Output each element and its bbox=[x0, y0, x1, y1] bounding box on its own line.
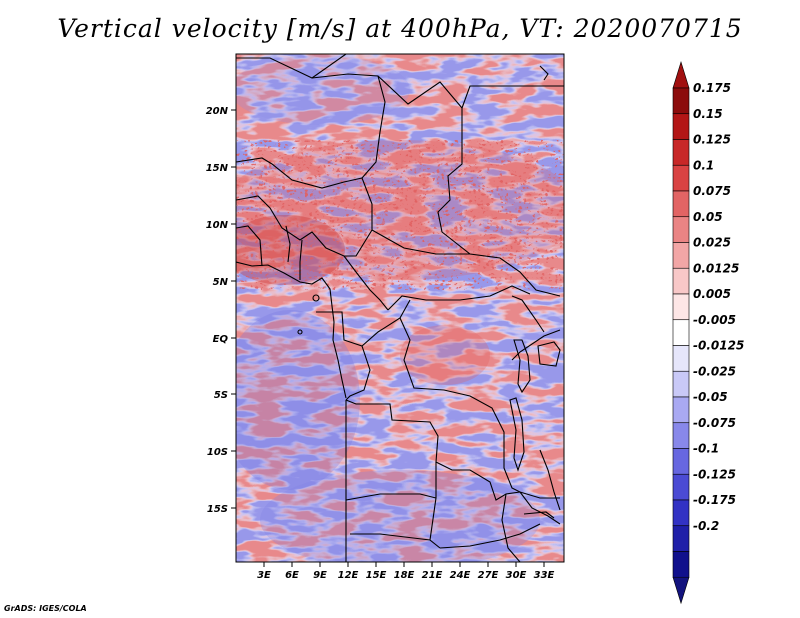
colorbar-label: 0.15 bbox=[693, 107, 723, 121]
colorbar-swatch bbox=[672, 87, 690, 115]
colorbar-label: -0.125 bbox=[693, 467, 736, 481]
colorbar-swatch bbox=[672, 190, 690, 218]
lon-tick-label: 24E bbox=[450, 570, 471, 581]
colorbar-label: 0.005 bbox=[693, 287, 731, 301]
longitude-axis: 3E 6E 9E 12E 15E 18E 21E 24E bbox=[257, 562, 555, 581]
colorbar-label: -0.05 bbox=[693, 390, 728, 404]
colorbar-swatch bbox=[672, 525, 690, 552]
lon-tick-label: 27E bbox=[478, 570, 499, 581]
colorbar-swatch bbox=[672, 216, 690, 243]
colorbar-swatch bbox=[672, 164, 690, 192]
lon-tick-label: 30E bbox=[506, 570, 527, 581]
colorbar-label: -0.1 bbox=[693, 442, 719, 456]
ascent-center bbox=[400, 325, 490, 385]
map-frame bbox=[235, 53, 565, 563]
colorbar-top-arrow bbox=[672, 60, 690, 89]
lon-tick-group: 15E bbox=[366, 562, 387, 581]
lon-tick-label: 6E bbox=[285, 570, 299, 581]
lat-tick-label: 15N bbox=[206, 163, 229, 174]
colorbar-label: 0.05 bbox=[693, 210, 723, 224]
lon-tick-group: 18E bbox=[394, 562, 415, 581]
lat-tick-label: 10N bbox=[206, 220, 229, 231]
descent-southwest bbox=[236, 310, 360, 490]
colorbar-label: -0.025 bbox=[693, 364, 736, 378]
colorbar-label: -0.0125 bbox=[693, 339, 744, 353]
colorbar: 0.175 0.15 0.125 0.1 0.075 0.05 0.025 0.0125 0.0… bbox=[672, 60, 744, 605]
colorbar-label: -0.175 bbox=[693, 493, 736, 507]
chart-title: Vertical velocity [m/s] at 400hPa, VT: 2… bbox=[57, 14, 743, 43]
lon-tick-group: 30E bbox=[506, 562, 527, 581]
lon-tick-group: 12E bbox=[338, 562, 359, 581]
colorbar-swatch bbox=[672, 345, 690, 372]
lon-tick-group: 3E bbox=[257, 562, 271, 581]
lon-tick-label: 3E bbox=[257, 570, 271, 581]
colorbar-swatch bbox=[672, 113, 690, 140]
lat-tick-group: 15S bbox=[207, 504, 236, 515]
lat-tick-group: 15N bbox=[206, 163, 236, 174]
colorbar-swatch bbox=[672, 370, 690, 398]
lat-tick-label: EQ bbox=[213, 334, 229, 345]
lon-tick-label: 12E bbox=[338, 570, 359, 581]
colorbar-swatch bbox=[672, 293, 690, 321]
lon-tick-group: 27E bbox=[478, 562, 499, 581]
colorbar-label: 0.1 bbox=[693, 158, 714, 172]
lat-tick-label: 5S bbox=[214, 390, 228, 401]
lat-tick-group: EQ bbox=[213, 334, 236, 345]
descent-south bbox=[260, 470, 540, 562]
colorbar-label: -0.075 bbox=[693, 416, 736, 430]
descent-north bbox=[236, 55, 410, 125]
lat-tick-group: 10N bbox=[206, 220, 236, 231]
credit-text: GrADS: IGES/COLA bbox=[4, 604, 87, 613]
colorbar-swatch bbox=[672, 473, 690, 501]
colorbar-label: 0.0125 bbox=[693, 261, 739, 275]
lon-tick-group: 24E bbox=[450, 562, 471, 581]
lon-tick-group: 33E bbox=[534, 562, 555, 581]
country-borders bbox=[236, 54, 564, 562]
lat-tick-group: 20N bbox=[206, 106, 236, 117]
colorbar-swatch bbox=[672, 319, 690, 346]
lat-tick-label: 10S bbox=[207, 447, 228, 458]
colorbar-swatch bbox=[672, 551, 690, 578]
colorbar-swatch bbox=[672, 499, 690, 527]
lon-tick-group: 9E bbox=[313, 562, 327, 581]
lon-tick-group: 21E bbox=[422, 562, 443, 581]
lat-tick-group: 5S bbox=[214, 390, 236, 401]
lon-tick-label: 33E bbox=[534, 570, 555, 581]
colorbar-label: 0.175 bbox=[693, 81, 731, 95]
colorbar-swatch bbox=[672, 242, 690, 269]
colorbar-swatch bbox=[672, 267, 690, 295]
colorbar-swatch bbox=[672, 139, 690, 166]
lon-tick-group: 6E bbox=[285, 562, 299, 581]
lat-tick-group: 5N bbox=[213, 277, 236, 288]
colorbar-label: 0.025 bbox=[693, 236, 731, 250]
lat-tick-label: 5N bbox=[213, 277, 229, 288]
colorbar-label: -0.2 bbox=[693, 519, 719, 533]
colorbar-swatch bbox=[672, 422, 690, 449]
colorbar-label: 0.125 bbox=[693, 133, 731, 147]
lon-tick-label: 18E bbox=[394, 570, 415, 581]
colorbar-label: 0.075 bbox=[693, 184, 731, 198]
lat-tick-group: 10S bbox=[207, 447, 236, 458]
lon-tick-label: 21E bbox=[422, 570, 443, 581]
latitude-axis: 20N 15N 10N 5N EQ 5S 10S 15S bbox=[206, 106, 236, 515]
lat-tick-label: 15S bbox=[207, 504, 228, 515]
lon-tick-label: 9E bbox=[313, 570, 327, 581]
colorbar-swatch bbox=[672, 448, 690, 475]
colorbar-label: -0.005 bbox=[693, 313, 736, 327]
velocity-field bbox=[236, 54, 564, 562]
colorbar-bottom-arrow bbox=[672, 576, 690, 605]
colorbar-swatch bbox=[672, 396, 690, 424]
lon-tick-label: 15E bbox=[366, 570, 387, 581]
lat-tick-label: 20N bbox=[206, 106, 229, 117]
